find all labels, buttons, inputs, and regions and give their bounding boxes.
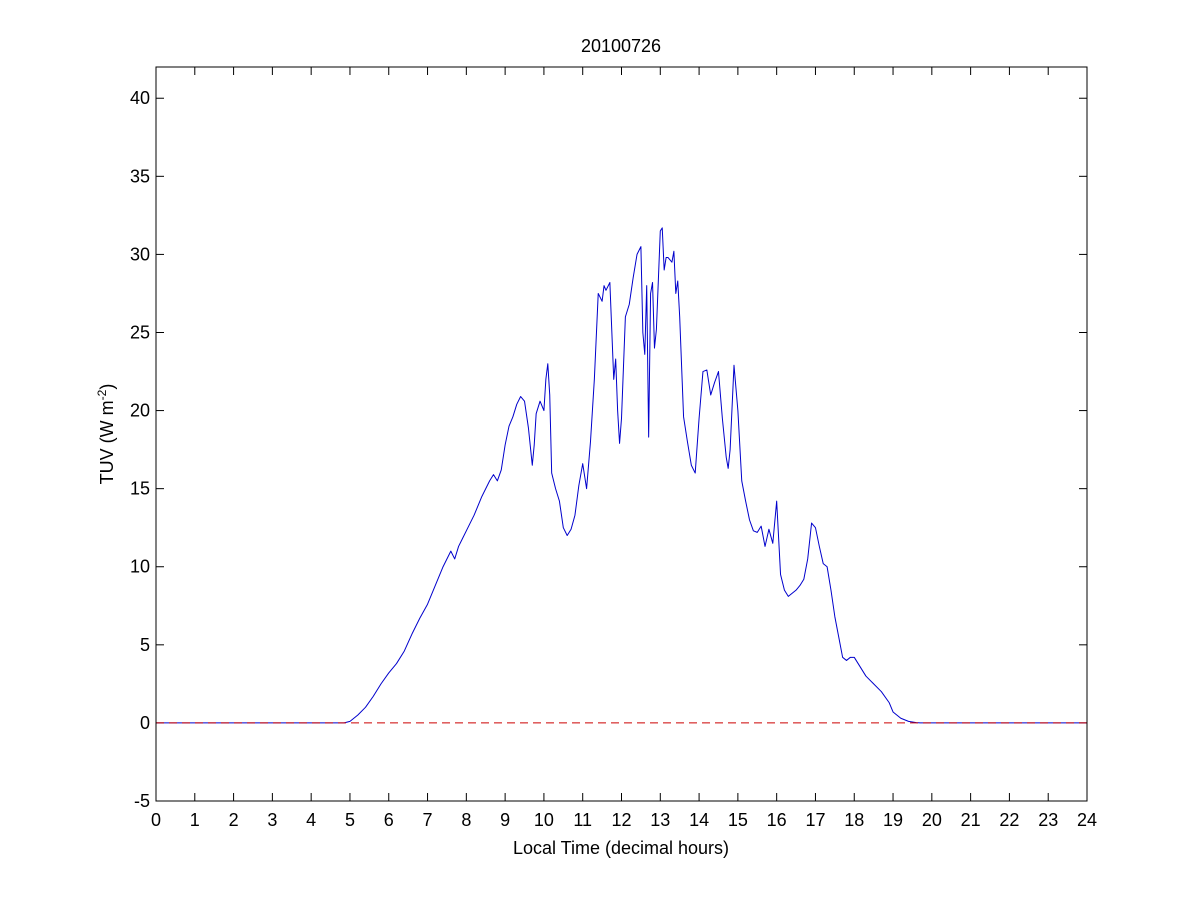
x-tick-label: 8 — [461, 810, 471, 830]
x-tick-label: 10 — [534, 810, 554, 830]
chart-title: 20100726 — [581, 36, 661, 56]
x-tick-label: 4 — [306, 810, 316, 830]
plot-area — [156, 67, 1087, 801]
y-tick-label: 10 — [130, 557, 150, 577]
y-tick-label: 25 — [130, 322, 150, 342]
y-tick-label: 35 — [130, 166, 150, 186]
x-tick-label: 17 — [805, 810, 825, 830]
x-tick-label: 2 — [229, 810, 239, 830]
x-tick-label: 19 — [883, 810, 903, 830]
x-tick-label: 9 — [500, 810, 510, 830]
x-tick-label: 3 — [267, 810, 277, 830]
x-tick-label: 22 — [999, 810, 1019, 830]
x-tick-label: 21 — [961, 810, 981, 830]
x-tick-label: 5 — [345, 810, 355, 830]
y-axis-label-close: ) — [97, 384, 117, 390]
x-tick-label: 7 — [423, 810, 433, 830]
y-tick-label: 15 — [130, 479, 150, 499]
y-axis-label: TUV (W m-2) — [95, 384, 117, 485]
series-lines — [156, 227, 1087, 724]
x-tick-label: 23 — [1038, 810, 1058, 830]
axes-box — [155, 66, 1088, 802]
y-axis-label-main: TUV (W m — [97, 400, 117, 484]
y-tick-label: 0 — [140, 713, 150, 733]
x-axis-label: Local Time (decimal hours) — [513, 838, 729, 858]
x-tick-label: 1 — [190, 810, 200, 830]
x-tick-label: 6 — [384, 810, 394, 830]
y-tick-label: 40 — [130, 88, 150, 108]
x-tick-label: 12 — [611, 810, 631, 830]
x-tick-label: 0 — [151, 810, 161, 830]
tick-labels: 0 1 2 3 4 5 6 7 8 9 10 11 12 13 14 15 16 17 18 19 20 21 22 23 24… — [130, 88, 1097, 830]
y-tick-label: 20 — [130, 401, 150, 421]
y-tick-label: 5 — [140, 635, 150, 655]
tick-marks — [155, 67, 1088, 802]
x-tick-label: 20 — [922, 810, 942, 830]
x-tick-label: 18 — [844, 810, 864, 830]
x-tick-label: 11 — [573, 810, 592, 830]
x-tick-label: 14 — [689, 810, 709, 830]
y-tick-label: -5 — [134, 791, 150, 811]
x-tick-label: 13 — [650, 810, 670, 830]
y-axis-label-superscript: -2 — [95, 389, 109, 400]
y-tick-label: 30 — [130, 244, 150, 264]
tuv-series-line — [156, 227, 1087, 724]
x-tick-label: 15 — [728, 810, 748, 830]
x-tick-label: 24 — [1077, 810, 1097, 830]
x-tick-label: 16 — [767, 810, 787, 830]
